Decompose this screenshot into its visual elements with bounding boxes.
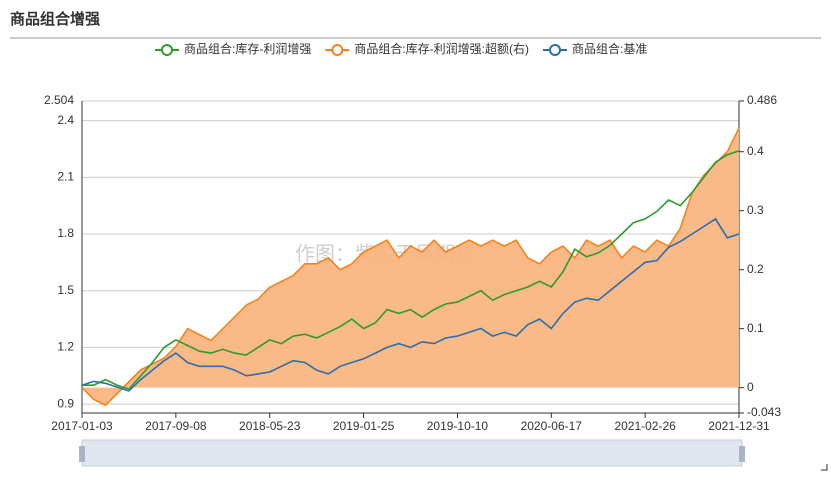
x-tick-label: 2019-10-10: [427, 419, 489, 433]
x-tick-label: 2021-02-26: [614, 419, 676, 433]
y-tick-label: 1.5: [57, 283, 74, 297]
legend-label[interactable]: 商品组合:库存-利润增强: [184, 41, 311, 56]
zoom-handle[interactable]: [739, 446, 745, 462]
x-tick-label: 2021-12-31: [708, 419, 770, 433]
y2-tick-label: 0.3: [747, 203, 764, 217]
zoom-handle[interactable]: [79, 446, 85, 462]
area: [82, 128, 739, 406]
legend-label[interactable]: 商品组合:库存-利润增强:超额(右): [354, 41, 529, 56]
zoom-slider[interactable]: [81, 439, 743, 467]
x-tick-label: 2019-01-25: [333, 419, 395, 433]
y-tick-label: 2.504: [44, 93, 74, 107]
x-tick-label: 2018-05-23: [239, 419, 301, 433]
x-tick-label: 2020-06-17: [521, 419, 583, 433]
chart-title: 商品组合增强: [10, 10, 100, 28]
legend-swatch: [549, 44, 562, 56]
y-tick-label: 2.4: [57, 113, 74, 127]
resize-corner: [821, 464, 828, 471]
y-tick-label: 1.8: [57, 226, 74, 240]
y2-tick-label: 0.486: [747, 93, 777, 107]
y2-tick-label: 0.1: [747, 321, 764, 335]
y-tick-label: 1.2: [57, 340, 74, 354]
x-tick-label: 2017-01-03: [51, 419, 113, 433]
y2-tick-label: 0: [747, 380, 754, 394]
y-tick-label: 0.9: [57, 396, 74, 410]
series-line: [81, 127, 740, 407]
y-tick-label: 2.1: [57, 170, 74, 184]
series-line: [82, 150, 740, 390]
y2-tick-label: 0.2: [747, 262, 764, 276]
y2-tick-label: 0.4: [747, 144, 764, 158]
legend-label[interactable]: 商品组合:基准: [572, 41, 647, 56]
legend-swatch: [331, 44, 344, 56]
legend-swatch: [161, 44, 173, 56]
y2-tick-label: -0.043: [747, 405, 781, 419]
x-tick-label: 2017-09-08: [145, 419, 207, 433]
series-line: [81, 217, 740, 392]
